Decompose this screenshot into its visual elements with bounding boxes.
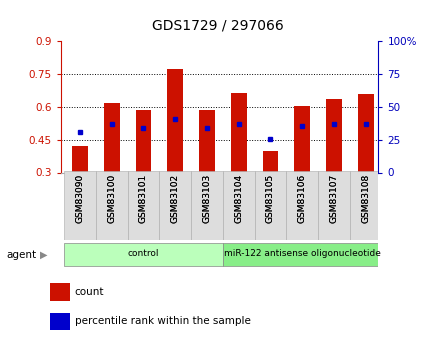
Text: GSM83101: GSM83101 (138, 174, 148, 224)
Text: GSM83104: GSM83104 (233, 174, 243, 223)
Bar (167, 69, 183, 172)
Text: control: control (128, 249, 159, 258)
Text: count: count (75, 287, 104, 297)
Bar (317, 171, 349, 240)
Bar (326, 99, 341, 172)
Bar (64, 171, 95, 240)
Bar (254, 171, 286, 240)
Bar (262, 151, 278, 172)
Bar (230, 93, 246, 172)
Text: agent: agent (7, 250, 36, 259)
Text: GSM83103: GSM83103 (202, 174, 211, 224)
Text: GSM83102: GSM83102 (170, 174, 179, 223)
Text: GSM83106: GSM83106 (297, 174, 306, 224)
Text: GSM83107: GSM83107 (329, 174, 338, 224)
Text: GSM83105: GSM83105 (265, 174, 274, 224)
Text: GSM83103: GSM83103 (202, 174, 211, 224)
Text: miR-122 antisense oligonucleotide: miR-122 antisense oligonucleotide (223, 249, 380, 258)
Bar (50, 284, 69, 301)
Bar (294, 106, 309, 172)
Bar (104, 102, 119, 172)
Text: GSM83090: GSM83090 (75, 174, 84, 224)
Bar (191, 171, 222, 240)
Text: ▶: ▶ (40, 250, 47, 259)
Text: GSM83102: GSM83102 (170, 174, 179, 223)
Text: GSM83105: GSM83105 (265, 174, 274, 224)
Bar (286, 171, 317, 240)
FancyBboxPatch shape (222, 243, 381, 266)
Bar (357, 94, 373, 172)
FancyBboxPatch shape (64, 243, 222, 266)
Text: GSM83090: GSM83090 (75, 174, 84, 224)
Bar (349, 171, 381, 240)
Text: GSM83108: GSM83108 (360, 174, 369, 224)
Text: GSM83106: GSM83106 (297, 174, 306, 224)
Bar (50, 313, 69, 330)
Text: GDS1729 / 297066: GDS1729 / 297066 (151, 19, 283, 33)
Bar (135, 110, 151, 172)
Text: GSM83101: GSM83101 (138, 174, 148, 224)
Bar (95, 171, 127, 240)
Text: percentile rank within the sample: percentile rank within the sample (75, 316, 250, 326)
Bar (222, 171, 254, 240)
Text: GSM83100: GSM83100 (107, 174, 116, 224)
Bar (199, 110, 214, 172)
Bar (72, 146, 88, 172)
Bar (127, 171, 159, 240)
Text: GSM83104: GSM83104 (233, 174, 243, 223)
Text: GSM83100: GSM83100 (107, 174, 116, 224)
Bar (159, 171, 191, 240)
Text: GSM83108: GSM83108 (360, 174, 369, 224)
Text: GSM83107: GSM83107 (329, 174, 338, 224)
